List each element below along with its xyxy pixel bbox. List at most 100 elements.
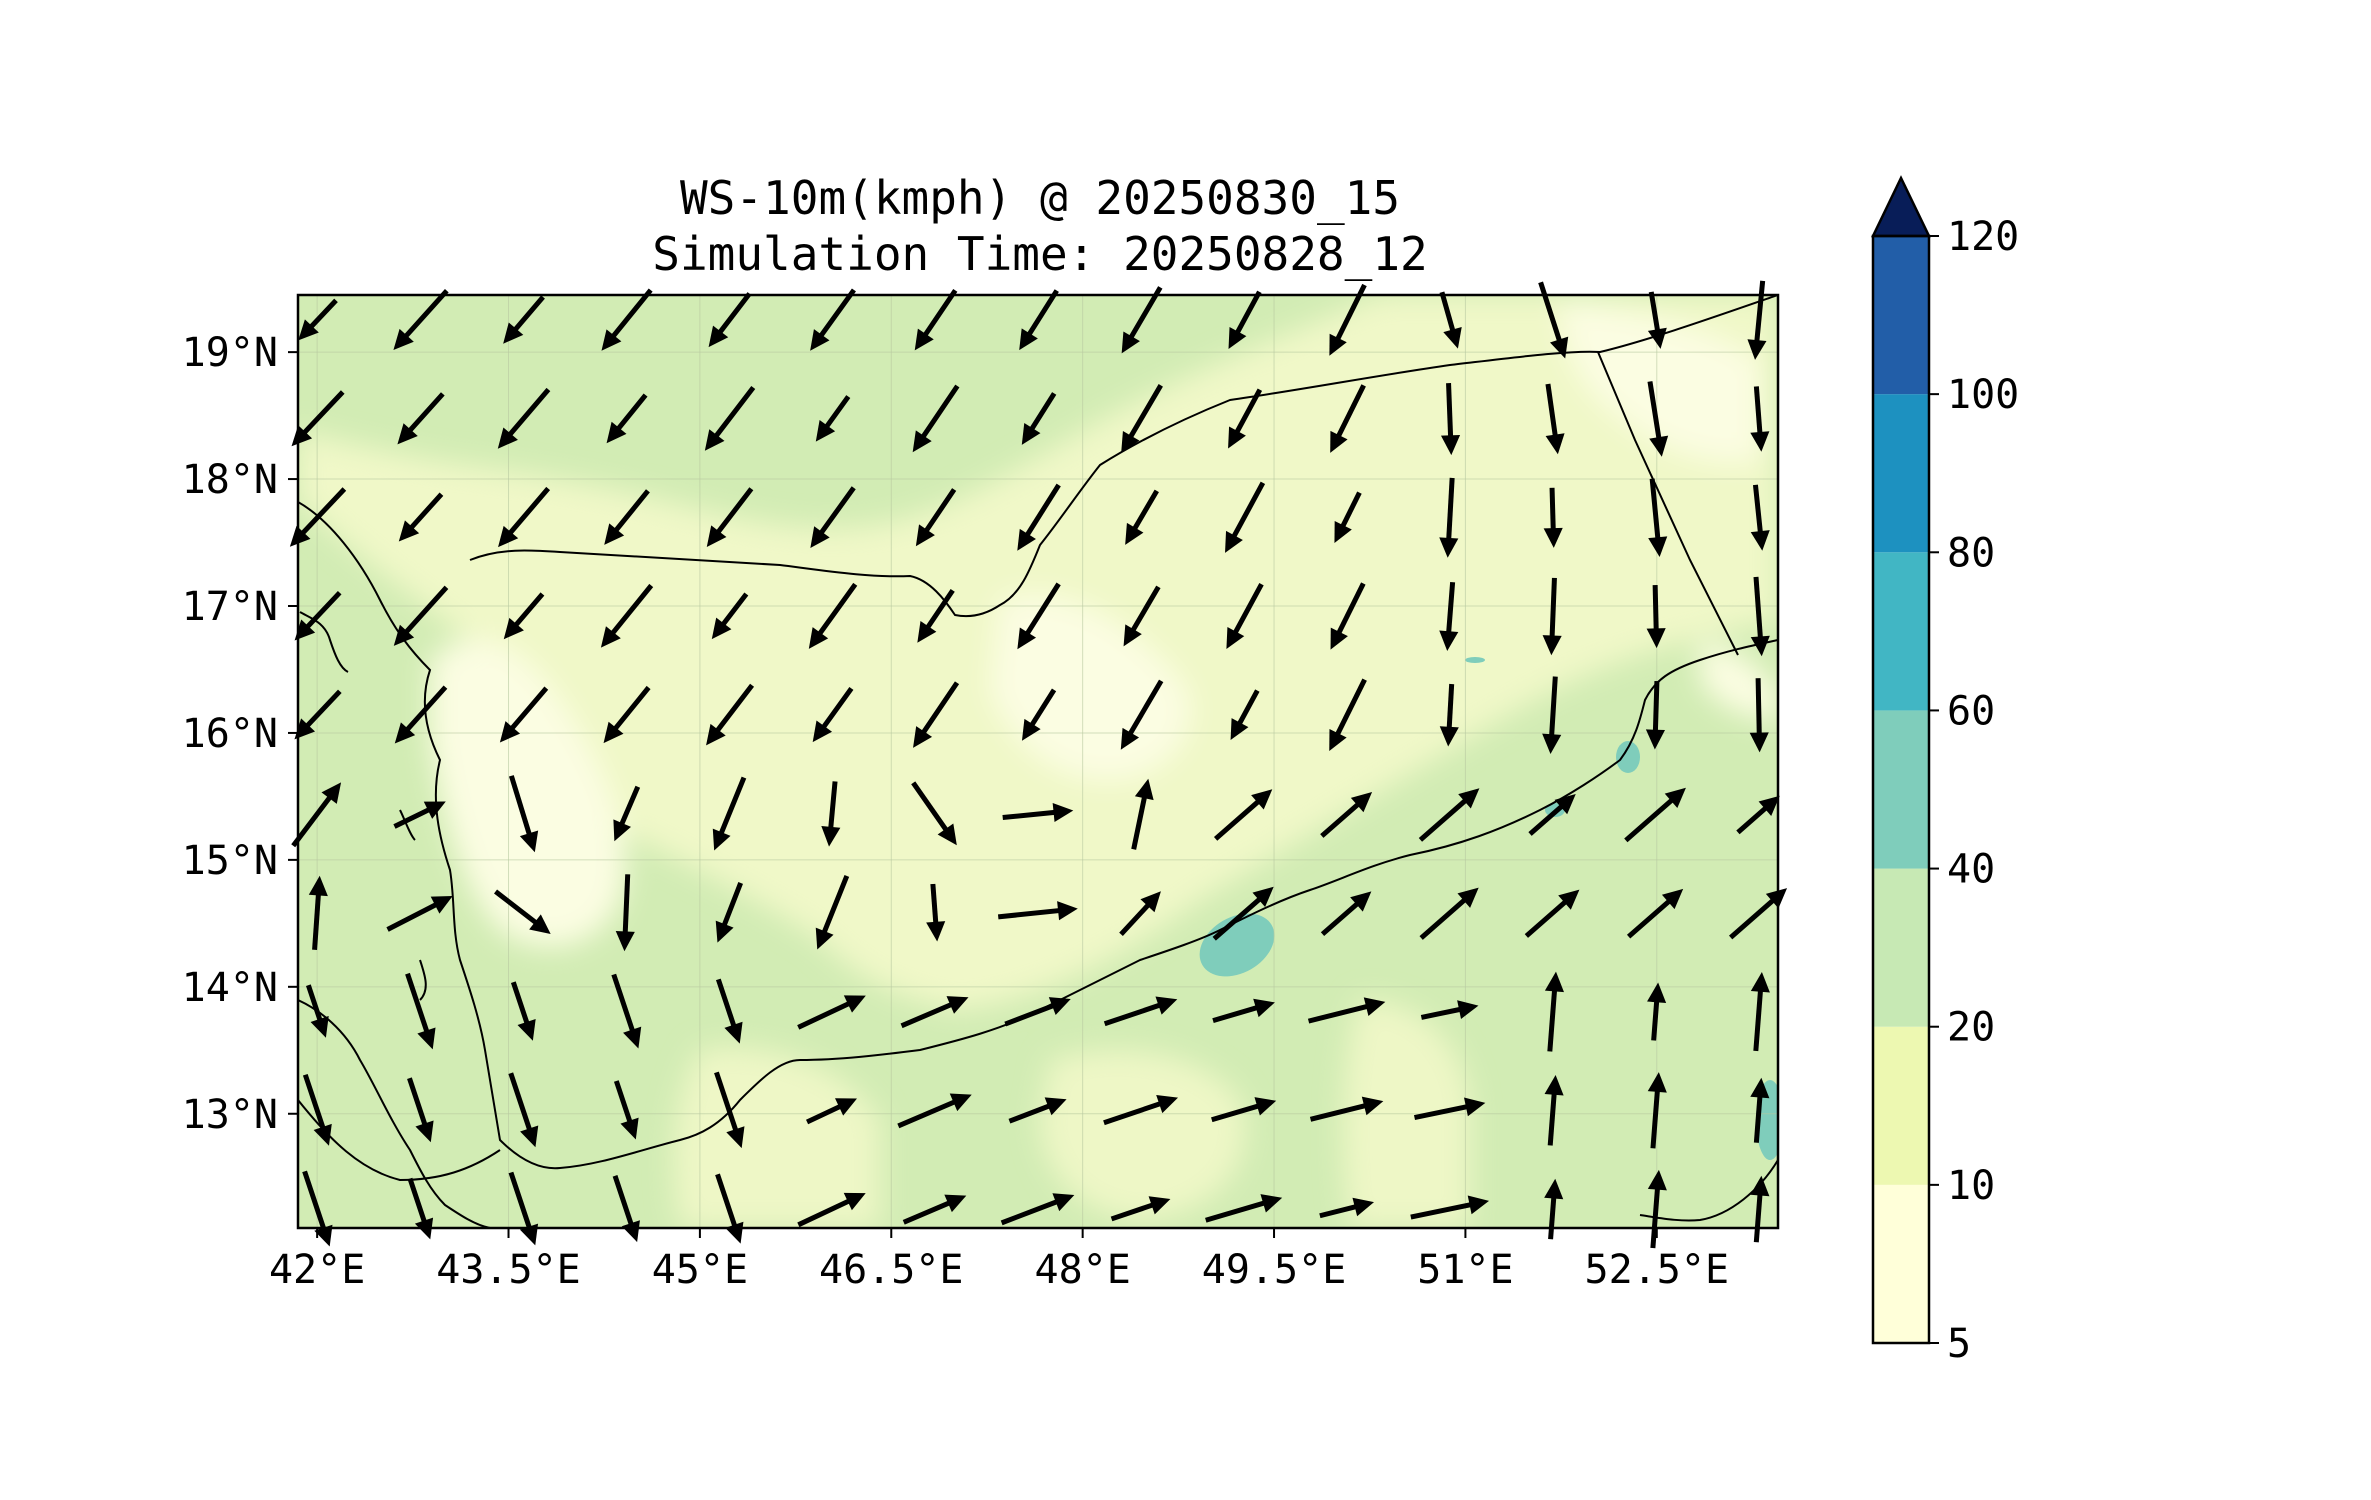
- wind-arrow: [497, 387, 551, 449]
- wind-arrow: [815, 395, 851, 442]
- wind-arrow: [821, 781, 841, 847]
- wind-arrow: [1747, 280, 1767, 360]
- colorbar-segment: [1873, 394, 1929, 553]
- wind-arrow: [1120, 679, 1164, 750]
- wind-arrow: [1110, 1196, 1171, 1222]
- africa-coast: [298, 999, 491, 1228]
- wind-arrow: [912, 384, 960, 453]
- colorbar-label: 100: [1947, 372, 2019, 418]
- x-tick-label: 42°E: [269, 1247, 365, 1293]
- wind-arrow: [1524, 889, 1580, 938]
- x-axis: 42°E 43.5°E 45°E 46.5°E 48°E 49.5°E 51°E 52.5°E: [269, 1228, 1729, 1293]
- x-tick-label: 52.5°E: [1585, 1247, 1730, 1293]
- wind-arrow: [306, 984, 329, 1038]
- colorbar-label: 120: [1947, 214, 2019, 260]
- wind-arrow: [797, 1192, 866, 1228]
- wind-arrow: [1646, 584, 1666, 649]
- wind-arrow: [291, 390, 345, 447]
- wind-arrow: [913, 681, 960, 748]
- wind-arrow: [711, 592, 749, 640]
- x-tick-label: 45°E: [652, 1247, 748, 1293]
- wind-arrow: [600, 583, 654, 648]
- wind-arrow: [1413, 1097, 1486, 1120]
- wind-arrow: [405, 972, 436, 1050]
- wind-arrow: [1647, 1072, 1667, 1149]
- wind-speed-field: [298, 295, 1778, 1228]
- wind-arrow: [900, 996, 969, 1029]
- colorbar-segment: [1873, 868, 1929, 1027]
- wind-arrow: [1624, 787, 1686, 843]
- wind-arrow: [1123, 585, 1161, 647]
- wind-arrow: [1626, 888, 1684, 939]
- wind-arrow: [1544, 1075, 1564, 1146]
- wind-arrow: [615, 874, 635, 952]
- wind-arrow: [1334, 491, 1362, 544]
- wind-arrow: [294, 689, 342, 740]
- wind-arrow: [1121, 384, 1163, 453]
- y-tick-label: 17°N: [182, 584, 278, 630]
- field-light-areas: [298, 295, 1778, 1228]
- plot-frame: [296, 293, 1780, 1230]
- wind-arrow: [1749, 678, 1769, 753]
- wind-arrow: [601, 288, 653, 351]
- wind-arrow: [1002, 802, 1074, 823]
- y-tick-label: 16°N: [182, 711, 278, 757]
- wind-arrow: [1230, 689, 1260, 741]
- wind-arrow: [1226, 582, 1264, 650]
- wind-arrow: [498, 486, 551, 548]
- wind-arrow: [1750, 484, 1770, 551]
- colorbar-label: 20: [1947, 1005, 1995, 1051]
- x-tick-label: 43.5°E: [436, 1247, 581, 1293]
- coastal-islands: [299, 611, 427, 1001]
- yemen-saudi-border: [469, 295, 1778, 618]
- wind-arrow: [393, 585, 449, 646]
- wind-arrow: [1121, 286, 1163, 354]
- wind-arrow: [393, 801, 446, 829]
- chart-title-line-2: Simulation Time: 20250828_12: [652, 227, 1428, 281]
- wind-arrow: [1750, 1077, 1770, 1143]
- wind-arrow: [1648, 478, 1668, 557]
- wind-arrow: [1647, 291, 1667, 349]
- wind-arrow: [298, 298, 338, 341]
- wind-arrow: [1420, 1000, 1479, 1020]
- wind-arrow: [1439, 477, 1459, 558]
- wind-arrow: [1329, 678, 1367, 751]
- wind-arrow: [1131, 778, 1154, 850]
- wind-arrow: [1004, 997, 1071, 1027]
- wind-arrow: [302, 1073, 332, 1146]
- wind-arrow: [715, 978, 743, 1044]
- wind-arrow: [503, 592, 545, 640]
- wind-arrow: [1544, 971, 1564, 1052]
- wind-arrow: [1320, 792, 1373, 838]
- wind-arrow: [712, 776, 747, 851]
- wind-arrow: [1542, 577, 1562, 656]
- y-tick-label: 15°N: [182, 838, 278, 884]
- wind-arrow: [1021, 688, 1057, 741]
- x-tick-label: 49.5°E: [1202, 1247, 1347, 1293]
- y-tick-label: 18°N: [182, 457, 278, 503]
- wind-arrow: [606, 393, 648, 444]
- colorbar-segment: [1873, 236, 1929, 395]
- wind-arrow: [1330, 384, 1366, 453]
- wind-arrow: [508, 1072, 539, 1148]
- wind-arrow: [1528, 794, 1576, 836]
- wind-arrow: [612, 1175, 640, 1243]
- wind-arrow: [613, 1080, 639, 1140]
- colorbar-segment: [1873, 1184, 1929, 1343]
- wind-arrow: [1211, 1097, 1277, 1123]
- wind-arrow: [1538, 281, 1569, 359]
- wind-arrow: [808, 582, 858, 649]
- wind-arrow: [494, 889, 551, 935]
- wind-arrow: [1729, 888, 1788, 940]
- wind-arrow: [1309, 1096, 1384, 1122]
- wind-arrow: [1419, 887, 1479, 940]
- wind-arrow: [1103, 996, 1178, 1027]
- red-sea-coast: [298, 501, 1778, 1170]
- colorbar-segment: [1873, 552, 1929, 711]
- wind-arrow: [715, 882, 743, 943]
- wind-arrow: [294, 590, 342, 641]
- coastlines-borders: [298, 295, 1778, 1228]
- wind-arrow: [1319, 1197, 1375, 1219]
- yemen-oman-border: [1597, 351, 1739, 656]
